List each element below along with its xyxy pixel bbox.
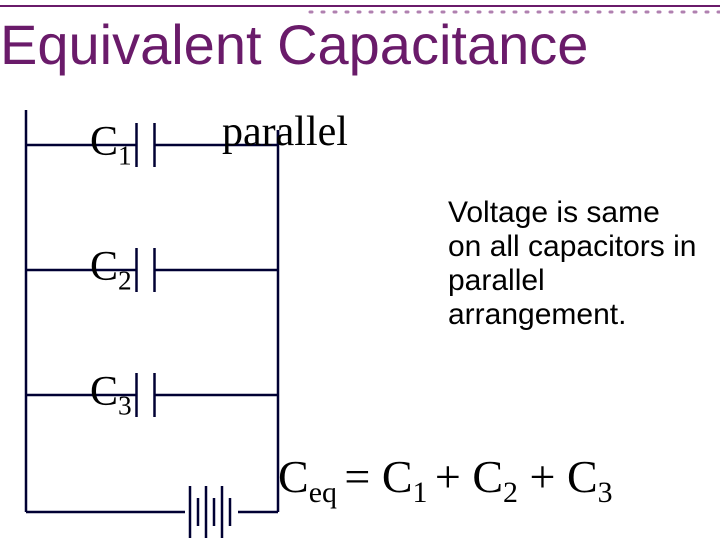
capacitor-label-c1: C1 (90, 118, 132, 171)
explanation-text: Voltage is same on all capacitors in par… (448, 196, 698, 332)
parallel-label: parallel (222, 108, 348, 156)
capacitor-label-c2: C2 (90, 243, 132, 296)
formula: Ceq = C1 + C2 + C3 (278, 450, 613, 510)
capacitor-label-c3: C3 (90, 368, 132, 421)
